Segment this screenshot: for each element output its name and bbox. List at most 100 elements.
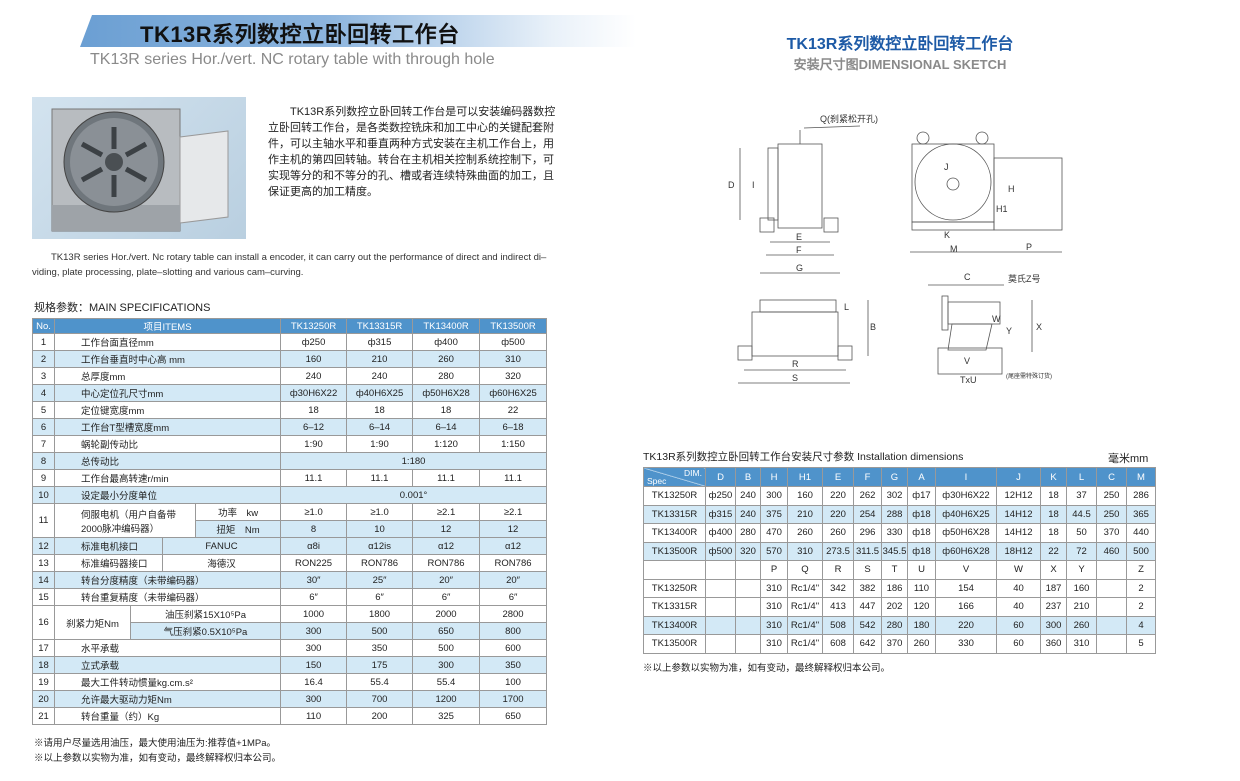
table-row: TK13250R 310 Rc1/4" 342 382 186 110 154 40 187 160… (643, 578, 1156, 598)
value-cell: 18 (412, 401, 481, 419)
value-cell: 18 (1040, 523, 1067, 543)
table-row: 2 工作台垂直时中心高 mm 160 210 260 310 (32, 350, 548, 368)
row-subitem: 油压刹紧15X10⁵Pa (129, 605, 282, 623)
value-cell: 310 (760, 634, 788, 654)
front-view (739, 125, 861, 274)
label-D: D (728, 180, 735, 190)
table-row: 12 标准电机接口 FANUC α8i α12is α12 α12 (32, 537, 548, 555)
row-number: 8 (32, 452, 55, 470)
page-title: TK13R系列数控立卧回转工作台 (140, 22, 460, 47)
row-item: 转台重量（约）Kg (53, 707, 282, 725)
value-cell: RON786 (479, 554, 548, 572)
table-row: 6 工作台T型槽宽度mm 6–12 6–14 6–14 6–18 (32, 418, 548, 436)
value-cell: 1200 (412, 690, 481, 708)
value-cell: S (853, 560, 882, 580)
value-cell: 18 (280, 401, 348, 419)
value-cell: 240 (280, 367, 348, 385)
value-cell: Rc1/4" (787, 615, 823, 635)
value-cell: 14H12 (996, 523, 1041, 543)
value-cell: 260 (787, 523, 823, 543)
value-cell: 210 (787, 504, 823, 524)
value-cell: 365 (1126, 504, 1156, 524)
value-cell: ф400 (705, 523, 736, 543)
value-cell: 300 (1040, 615, 1067, 635)
value-cell: 286 (1126, 486, 1156, 506)
table-row: 气压刹紧0.5X10⁵Pa 300 500 650 800 (33, 622, 548, 640)
value-cell: ф60H6X28 (935, 541, 997, 561)
value-cell: 262 (853, 486, 882, 506)
row-subitem: 海德汉 (161, 554, 282, 572)
spec-note: ※以上参数以实物为准，如有变动，最终解释权归本公司。 (34, 753, 282, 764)
label-TxU: TxU (960, 375, 977, 385)
value-cell: 300 (280, 639, 348, 657)
value-cell: 1:120 (412, 435, 481, 453)
value-cell: 642 (853, 634, 882, 654)
value-cell: 570 (760, 541, 788, 561)
value-cell: 254 (853, 504, 882, 524)
value-cell (705, 615, 736, 635)
table-row: TK13500R 310 Rc1/4" 608 642 370 260 330 60 360 310… (643, 634, 1156, 654)
value-cell: 330 (881, 523, 908, 543)
value-cell: 11.1 (412, 469, 481, 487)
value-cell: 413 (822, 597, 854, 617)
label-Y: Y (1006, 326, 1012, 336)
value-cell (735, 560, 761, 580)
value-cell: 310 (787, 541, 823, 561)
row-subitem: 扭矩 Nm (194, 520, 282, 538)
value-cell: 20″ (479, 571, 548, 589)
spec-cell: TK13500R (643, 634, 706, 654)
value-cell (735, 615, 761, 635)
value-cell: ф250 (705, 486, 736, 506)
value-cell: 6–18 (479, 418, 548, 436)
value-cell: 500 (412, 639, 481, 657)
value-cell: 210 (1066, 597, 1097, 617)
value-cell: 237 (1040, 597, 1067, 617)
value-cell: ф18 (907, 504, 936, 524)
spec-cell: TK13250R (643, 578, 706, 598)
row-item: 工作台T型槽宽度mm (53, 418, 282, 436)
row-item: 最大工件转动惯量kg.cm.s² (53, 673, 282, 691)
dim-table-caption: TK13R系列数控立卧回转工作台安装尺寸参数 Installation dime… (643, 451, 964, 463)
table-row: TK13315R 310 Rc1/4" 413 447 202 120 166 40 237 210… (643, 597, 1156, 617)
value-cell: 1:90 (346, 435, 414, 453)
row-number: 1 (32, 333, 55, 351)
tailstock-view (928, 284, 1033, 375)
value-cell: 350 (346, 639, 414, 657)
value-cell: α12is (346, 537, 414, 555)
table-row: 4 中心定位孔尺寸mm ф30H6X22 ф40H6X25 ф50H6X28 ф60H6X… (32, 384, 548, 402)
value-cell: 5 (1126, 634, 1156, 654)
value-cell: 273.5 (822, 541, 854, 561)
header-items: 项目ITEMS (53, 318, 282, 334)
row-item: 转台重复精度（未带编码器） (53, 588, 282, 606)
value-cell: 325 (412, 707, 481, 725)
value-cell: 6″ (412, 588, 481, 606)
row-number: 2 (32, 350, 55, 368)
dim-note: ※以上参数以实物为准，如有变动，最终解释权归本公司。 (643, 663, 891, 674)
label-F: F (796, 245, 802, 255)
row-item: 工作台面直径mm (53, 333, 282, 351)
value-cell: 8 (280, 520, 348, 538)
dim-header-h1: H1 (787, 467, 823, 487)
product-photo (32, 97, 246, 239)
row-number: 19 (32, 673, 55, 691)
spec-header-row: No. 项目ITEMS TK13250R TK13315R TK13400R T… (32, 318, 548, 334)
value-cell: 2000 (412, 605, 481, 623)
value-cell: Rc1/4" (787, 634, 823, 654)
row-number: 9 (32, 469, 55, 487)
value-cell: 310 (760, 597, 788, 617)
value-cell: 154 (935, 578, 997, 598)
value-cell: 72 (1066, 541, 1097, 561)
label-V: V (964, 356, 970, 366)
row-number: 21 (32, 707, 55, 725)
table-row: TK13400R ф400 280 470 260 260 296 330 ф18 ф50H6X2… (643, 523, 1156, 543)
dimensional-sketch: Q(刹紧松开孔) D I E F G J K M P H H1 B L R S … (728, 113, 1063, 385)
value-cell (735, 578, 761, 598)
value-cell: 300 (412, 656, 481, 674)
label-M: M (950, 244, 958, 254)
dim-header-g: G (881, 467, 908, 487)
dim-header-i: I (935, 467, 997, 487)
row-number: 4 (32, 384, 55, 402)
label-X: X (1036, 322, 1042, 332)
row-number: 17 (32, 639, 55, 657)
value-cell: 120 (907, 597, 936, 617)
